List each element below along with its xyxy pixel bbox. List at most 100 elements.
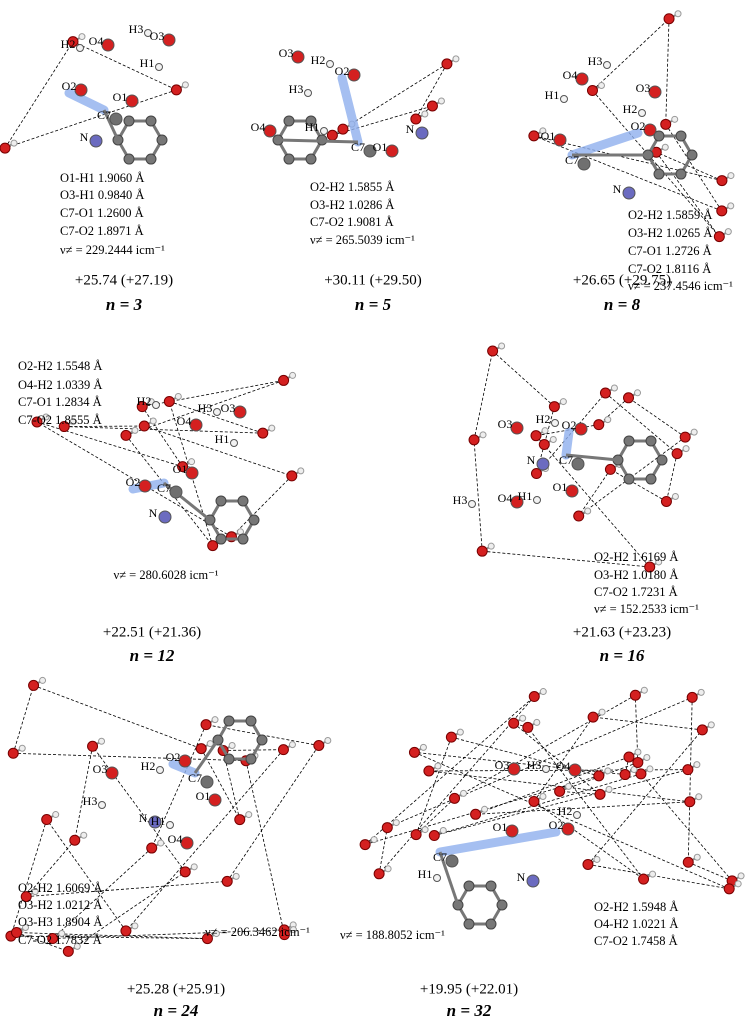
hydrogen-atom — [584, 507, 592, 515]
atom-label: O1 — [373, 140, 388, 154]
hydrogen-atom — [324, 737, 332, 745]
carbon-atom — [305, 115, 317, 127]
hydrogen-atom — [693, 761, 701, 769]
hydrogen-atom — [181, 81, 189, 89]
oxygen-atom — [326, 129, 338, 141]
atom-label: C7 — [188, 771, 202, 785]
oxygen-atom — [619, 769, 631, 781]
hydrogen-atom — [421, 826, 429, 834]
atom — [526, 874, 540, 888]
hydrogen-atom — [245, 811, 253, 819]
hydrogen-bond — [33, 685, 202, 750]
hydrogen-bond — [13, 752, 246, 762]
hydrogen-bond — [640, 773, 733, 882]
oxygen-atom — [163, 395, 175, 407]
hydrogen-atom — [439, 827, 447, 835]
oxygen-atom — [207, 540, 219, 552]
atom-label: H2 — [311, 53, 326, 67]
oxygen-atom — [221, 875, 233, 887]
carbon-atom — [123, 115, 135, 127]
oxygen-atom — [644, 561, 656, 573]
hydrogen-bond — [52, 929, 285, 939]
carbon-atom — [623, 473, 635, 485]
imaginary-frequency: ν≠ = 229.2444 icm⁻¹ — [60, 243, 165, 257]
hydrogen-bond — [533, 135, 722, 212]
oxygen-atom — [31, 416, 43, 428]
atom — [385, 144, 399, 158]
bond — [277, 138, 359, 144]
hydrogen-atom — [18, 744, 26, 752]
carbon-atom — [485, 918, 497, 930]
atom-label: O1 — [173, 462, 188, 476]
atom-label: O3 — [150, 29, 165, 43]
hydrogen-atom — [671, 115, 679, 123]
atom-label: N — [527, 453, 536, 467]
bond-length: O3-H3 1.8904 Å — [18, 915, 102, 929]
panel: O3 H2 O2 N C7 H3 O4 H1 O1 O2-H2 1.6169 Å O3-H2 1.0… — [453, 342, 699, 665]
hydrogen-bond — [598, 397, 629, 425]
bond-length: C7-O1 1.2600 Å — [60, 206, 144, 220]
hydrogen-atom — [289, 926, 297, 934]
oxygen-atom — [660, 495, 672, 507]
bond-length: C7-O1 1.2726 Å — [628, 244, 712, 258]
carbon-atom — [463, 880, 475, 892]
bond-length: O3-H2 1.0265 Å — [628, 226, 712, 240]
atom-label: H2 — [141, 759, 156, 773]
carbon-atom — [283, 153, 295, 165]
atom-label: O1 — [113, 90, 128, 104]
hydrogen-bond — [222, 750, 241, 820]
carbon-atom — [223, 715, 235, 727]
carbon-atom — [645, 473, 657, 485]
oxygen-atom — [679, 431, 691, 443]
benzene-ring — [216, 719, 264, 761]
oxygen-atom — [528, 130, 540, 142]
hydrogen-bond — [482, 550, 650, 568]
hydrogen-atom — [297, 467, 305, 475]
atom-label: O4 — [556, 759, 571, 773]
hydrogen-atom — [481, 805, 489, 813]
oxygen-atom — [200, 719, 212, 731]
bond — [438, 851, 460, 906]
hydrogen-atom — [434, 762, 442, 770]
atom — [74, 83, 88, 97]
hydrogen-atom — [206, 740, 214, 748]
oxygen-atom — [632, 756, 644, 768]
hydrogen-atom — [392, 819, 400, 827]
oxygen-atom — [594, 788, 606, 800]
atom-label: C7 — [565, 153, 579, 167]
atom — [98, 801, 106, 809]
water-count: n = 24 — [154, 1001, 199, 1020]
hydrogen-atom — [737, 872, 745, 880]
molecule — [468, 342, 698, 573]
hydrogen-bond — [36, 421, 183, 468]
atom-label: O4 — [563, 68, 578, 82]
hydrogen-bond — [12, 685, 34, 754]
atom-label: N — [613, 182, 622, 196]
oxygen-atom — [528, 795, 540, 807]
hydrogen-atom — [604, 416, 612, 424]
reaction-highlight — [64, 88, 109, 115]
oxygen-atom — [684, 796, 696, 808]
hydrogen-bond — [332, 105, 433, 136]
atom — [571, 457, 585, 471]
hydrogen-bond — [16, 932, 69, 952]
hydrogen-atom — [131, 922, 139, 930]
hydrogen-bond — [64, 426, 263, 434]
atom — [536, 457, 550, 471]
hydrogen-bond — [415, 63, 448, 120]
hydrogen-atom — [549, 435, 557, 443]
atom — [185, 466, 199, 480]
atom — [561, 822, 575, 836]
bond-length: C7-O2 1.8116 Å — [628, 262, 711, 276]
bond-length: C7-O2 1.7458 Å — [594, 934, 678, 948]
hydrogen-bond — [226, 745, 320, 882]
hydrogen-atom — [52, 811, 60, 819]
oxygen-atom — [0, 142, 11, 154]
bond — [102, 109, 120, 141]
hydrogen-bond — [492, 350, 555, 407]
atom — [638, 109, 646, 117]
oxygen-atom — [7, 747, 19, 759]
hydrogen-atom — [634, 748, 642, 756]
atom-label: O3 — [279, 46, 294, 60]
